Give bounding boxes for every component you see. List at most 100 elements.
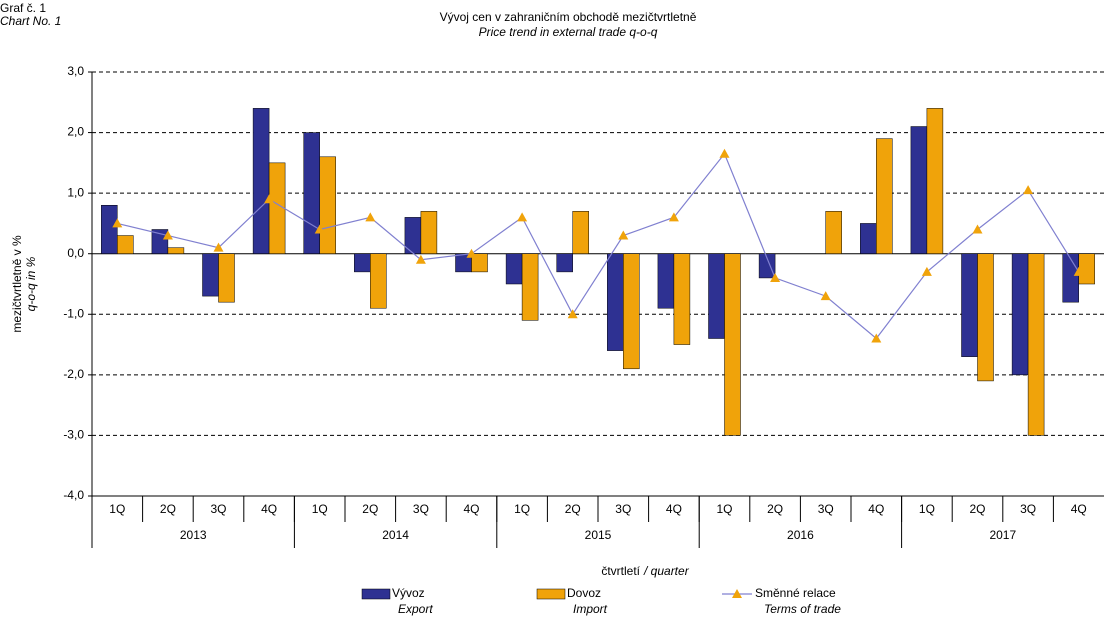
marker xyxy=(770,272,781,282)
chart-title: Vývoj cen v zahraničním obchodě mezičtvr… xyxy=(440,10,697,24)
marker xyxy=(668,212,679,222)
legend-label-en: Import xyxy=(573,602,608,616)
bar xyxy=(420,211,438,254)
bar xyxy=(758,253,776,279)
legend-label: Směnné relace xyxy=(755,586,836,600)
bar xyxy=(1078,253,1095,285)
marker xyxy=(1073,266,1084,276)
bar xyxy=(977,253,994,382)
marker xyxy=(264,194,275,204)
year-label: 2013 xyxy=(180,528,207,542)
marker xyxy=(112,218,123,228)
line xyxy=(117,152,1080,340)
bar xyxy=(370,253,387,309)
bar xyxy=(708,253,725,339)
x-tick-label: 4Q xyxy=(868,502,884,516)
x-tick-label: 4Q xyxy=(1071,502,1087,516)
x-tick-label: 4Q xyxy=(463,502,479,516)
y-tick-label: -4,0 xyxy=(63,488,84,502)
x-tick-label: 2Q xyxy=(565,502,581,516)
bar xyxy=(910,126,928,254)
marker xyxy=(719,148,730,158)
bar xyxy=(1027,253,1045,436)
y-tick-label: -1,0 xyxy=(63,306,84,320)
y-tick-label: -2,0 xyxy=(63,367,84,381)
legend-marker xyxy=(732,589,742,598)
year-label: 2015 xyxy=(585,528,612,542)
year-label: 2014 xyxy=(382,528,409,542)
x-axis-title-en: / quarter xyxy=(643,564,690,578)
chart-number-en: Chart No. 1 xyxy=(0,14,61,28)
x-tick-label: 1Q xyxy=(109,502,125,516)
legend-label-en: Export xyxy=(398,602,433,616)
marker xyxy=(415,254,426,264)
bar xyxy=(505,253,523,285)
bar xyxy=(926,108,944,254)
bar xyxy=(1062,253,1079,303)
bar xyxy=(268,162,286,254)
bar xyxy=(252,108,270,254)
bar xyxy=(657,253,675,309)
bar xyxy=(724,253,741,436)
marker xyxy=(314,224,325,234)
x-tick-label: 1Q xyxy=(514,502,530,516)
y-tick-label: 0,0 xyxy=(67,246,84,260)
bar xyxy=(1011,253,1029,376)
x-tick-label: 3Q xyxy=(1020,502,1036,516)
x-tick-label: 1Q xyxy=(919,502,935,516)
marker xyxy=(618,230,629,240)
marker xyxy=(1023,185,1034,195)
marker xyxy=(921,266,932,276)
x-tick-label: 2Q xyxy=(767,502,783,516)
bar xyxy=(825,211,842,254)
y-axis-title-en: q-o-q in % xyxy=(24,256,38,311)
x-tick-label: 3Q xyxy=(210,502,226,516)
bar xyxy=(117,235,134,254)
bar xyxy=(202,253,219,297)
chart-number: Graf č. 1 xyxy=(0,1,46,15)
y-tick-label: -3,0 xyxy=(63,428,84,442)
x-tick-label: 2Q xyxy=(969,502,985,516)
bar xyxy=(876,138,893,254)
bar xyxy=(623,253,640,370)
marker xyxy=(972,224,983,234)
marker xyxy=(162,230,173,240)
legend-swatch xyxy=(361,588,391,600)
bar xyxy=(556,253,573,273)
x-tick-label: 3Q xyxy=(615,502,631,516)
x-tick-label: 2Q xyxy=(362,502,378,516)
x-tick-label: 4Q xyxy=(666,502,682,516)
marker xyxy=(820,291,831,301)
x-tick-label: 2Q xyxy=(160,502,176,516)
bar xyxy=(151,229,169,254)
bar xyxy=(860,223,877,254)
x-axis-title: čtvrtletí xyxy=(601,564,640,578)
bar xyxy=(961,253,978,357)
year-label: 2017 xyxy=(989,528,1016,542)
y-axis-title: mezičtvrtletně v % xyxy=(10,235,24,333)
marker xyxy=(517,212,528,222)
bar xyxy=(303,132,320,254)
legend-label-en: Terms of trade xyxy=(764,602,841,616)
marker xyxy=(365,212,376,222)
bar xyxy=(673,253,691,345)
bar xyxy=(218,253,235,303)
chart-subtitle: Price trend in external trade q-o-q xyxy=(479,25,658,39)
y-tick-label: 3,0 xyxy=(67,64,84,78)
y-tick-label: 2,0 xyxy=(67,125,84,139)
x-tick-label: 3Q xyxy=(818,502,834,516)
bar xyxy=(471,253,488,273)
bar xyxy=(572,211,589,254)
y-tick-label: 1,0 xyxy=(67,185,84,199)
legend-label: Vývoz xyxy=(392,586,425,600)
marker xyxy=(871,333,882,343)
year-label: 2016 xyxy=(787,528,814,542)
legend-swatch xyxy=(536,588,566,600)
x-tick-label: 1Q xyxy=(716,502,732,516)
bar xyxy=(319,156,336,254)
bar xyxy=(167,247,185,254)
x-tick-label: 3Q xyxy=(413,502,429,516)
legend-label: Dovoz xyxy=(567,586,601,600)
bar xyxy=(521,253,539,321)
